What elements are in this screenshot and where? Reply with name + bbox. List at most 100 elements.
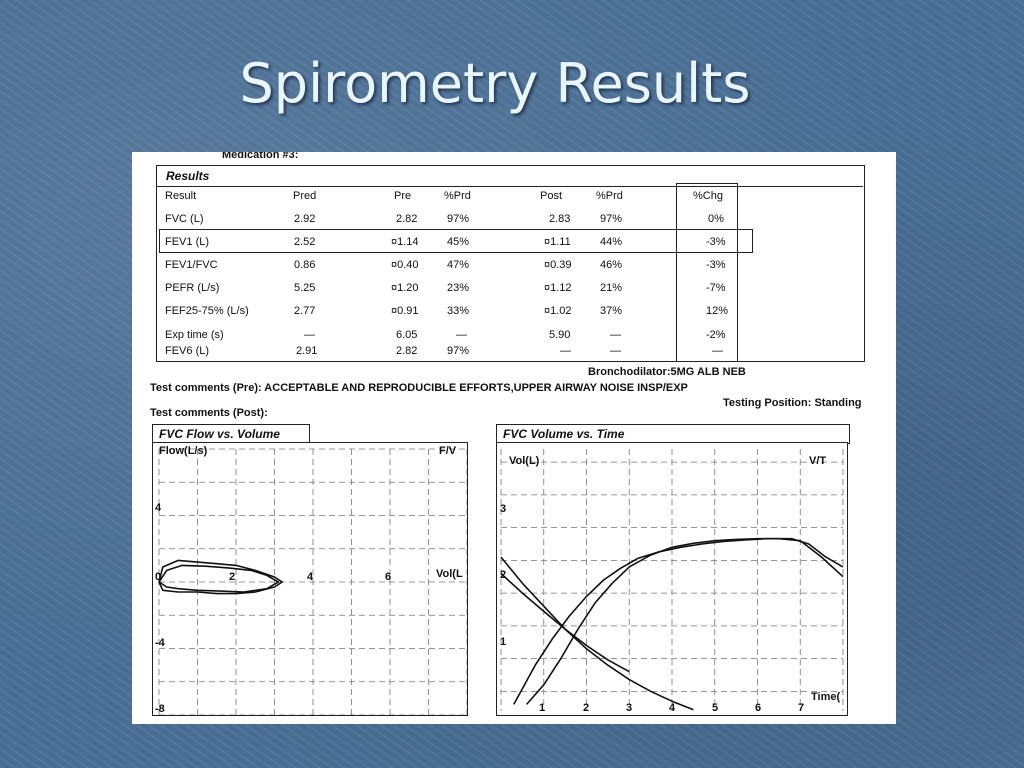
series-line-3 [500, 572, 694, 711]
flow-volume-chart: Flow(L/s) F/V Vol(L 0 2 4 6 4 -4 -8 [152, 442, 468, 716]
volume-time-ylabel: Vol(L) [509, 455, 540, 467]
flow-volume-chart-title: FVC Flow vs. Volume [152, 424, 310, 444]
row-fev1-fvc-pre-pct: 47% [447, 259, 470, 271]
vt-x-tick-4: 4 [669, 702, 676, 714]
medication-label: Medication #3: [222, 152, 299, 161]
row-exp-time-chg: -2% [706, 329, 726, 341]
fv-y-tick-neg8: -8 [155, 703, 165, 715]
fv-x-tick-6: 6 [385, 571, 392, 583]
vt-x-tick-6: 6 [755, 702, 762, 714]
row-fev1-fvc-pred: 0.86 [294, 259, 316, 271]
slide-title: Spirometry Results [239, 52, 751, 115]
row-fvc-pred: 2.92 [294, 213, 316, 225]
row-pefr-label: PEFR (L/s) [165, 282, 220, 294]
row-fvc-pre: 2.82 [396, 213, 418, 225]
vt-x-tick-1: 1 [539, 702, 546, 714]
results-header-divider [156, 186, 863, 187]
flow-volume-xlabel: Vol(L [436, 568, 463, 580]
row-fev6-post: — [560, 345, 571, 357]
series-line-1 [158, 564, 280, 593]
bronchodilator-note: Bronchodilator:5MG ALB NEB [588, 366, 746, 378]
fv-x-tick-2: 2 [229, 571, 236, 583]
fv-y-tick-neg4: -4 [155, 637, 165, 649]
row-fvc-pre-pct: 97% [447, 213, 470, 225]
vt-y-tick-3: 3 [500, 503, 507, 515]
spirometry-report: Medication #3: Results Result Pred Pre %… [132, 152, 896, 724]
flow-volume-curves [158, 559, 283, 595]
vt-y-tick-2: 2 [500, 569, 507, 581]
row-fvc-post-pct: 97% [600, 213, 623, 225]
row-fev1-fvc-post: ¤0.39 [544, 259, 572, 271]
row-pefr-pre-pct: 23% [447, 282, 470, 294]
row-exp-time-pred: — [304, 329, 315, 341]
volume-time-xlabel: Time( [811, 691, 841, 703]
series-line-2 [500, 556, 630, 673]
row-exp-time-post: 5.90 [549, 329, 571, 341]
volume-time-chart: Vol(L) V/T Time( 1 2 3 4 5 6 7 1 2 3 [496, 442, 848, 716]
flow-volume-ylabel: Flow(L/s) [159, 445, 208, 457]
row-exp-time-post-pct: — [610, 329, 621, 341]
fv-y-tick-4: 4 [155, 502, 162, 514]
percent-change-column-box [676, 183, 738, 362]
results-table-frame [156, 165, 865, 362]
row-fev6-post-pct: — [610, 345, 621, 357]
row-fev1-label: FEV1 (L) [165, 236, 210, 248]
row-fev6-chg: — [712, 345, 723, 357]
testing-position: Testing Position: Standing [723, 397, 862, 409]
series-line-0 [158, 559, 283, 595]
col-header-pre-pct: %Prd [444, 190, 471, 202]
fev1-highlight-extension [735, 229, 753, 253]
test-comments-pre: Test comments (Pre): ACCEPTABLE AND REPR… [150, 382, 688, 394]
row-fev1-chg: -3% [706, 236, 726, 248]
row-fef-label: FEF25-75% (L/s) [165, 305, 249, 317]
row-fev1-fvc-post-pct: 46% [600, 259, 623, 271]
row-fef-pre: ¤0.91 [391, 305, 419, 317]
row-pefr-chg: -7% [706, 282, 726, 294]
col-header-result: Result [165, 190, 197, 202]
volume-time-corner-label: V/T [809, 455, 827, 467]
row-fef-chg: 12% [706, 305, 729, 317]
row-fef-pred: 2.77 [294, 305, 316, 317]
vt-x-tick-2: 2 [583, 702, 590, 714]
flow-volume-plot [158, 448, 467, 715]
row-exp-time-pre-pct: — [456, 329, 467, 341]
volume-time-plot [500, 449, 844, 711]
flow-volume-grid [158, 448, 467, 715]
row-pefr-post-pct: 21% [600, 282, 623, 294]
col-header-pred: Pred [293, 190, 317, 202]
row-fvc-post: 2.83 [549, 213, 571, 225]
row-fef-post: ¤1.02 [544, 305, 572, 317]
row-fev6-pre-pct: 97% [447, 345, 470, 357]
row-pefr-pre: ¤1.20 [391, 282, 419, 294]
row-fvc-label: FVC (L) [165, 213, 204, 225]
row-fev6-pred: 2.91 [296, 345, 318, 357]
fv-x-tick-0: 0 [155, 571, 162, 583]
row-fev6-pre: 2.82 [396, 345, 418, 357]
row-fev1-post-pct: 44% [600, 236, 623, 248]
row-exp-time-pre: 6.05 [396, 329, 418, 341]
row-fvc-chg: 0% [708, 213, 724, 225]
row-pefr-post: ¤1.12 [544, 282, 572, 294]
vt-x-tick-7: 7 [798, 702, 805, 714]
series-line-0 [525, 537, 844, 705]
volume-time-grid [500, 449, 844, 711]
row-fef-pre-pct: 33% [447, 305, 470, 317]
flow-volume-corner-label: F/V [439, 445, 457, 457]
volume-time-chart-title: FVC Volume vs. Time [496, 424, 850, 444]
row-fef-post-pct: 37% [600, 305, 623, 317]
vt-y-tick-1: 1 [500, 636, 507, 648]
row-fev6-label: FEV6 (L) [165, 345, 210, 357]
volume-time-curves [500, 537, 844, 711]
col-header-pre: Pre [394, 190, 412, 202]
row-fev1-post: ¤1.11 [544, 236, 571, 248]
row-fev1-fvc-pre: ¤0.40 [391, 259, 419, 271]
col-header-post: Post [540, 190, 563, 202]
row-exp-time-label: Exp time (s) [165, 329, 224, 341]
series-line-1 [513, 537, 844, 705]
row-fev1-pred: 2.52 [294, 236, 316, 248]
fv-x-tick-4: 4 [307, 571, 314, 583]
vt-x-tick-5: 5 [712, 702, 719, 714]
col-header-chg: %Chg [693, 190, 723, 202]
vt-x-tick-3: 3 [626, 702, 633, 714]
results-section-title: Results [166, 169, 210, 183]
